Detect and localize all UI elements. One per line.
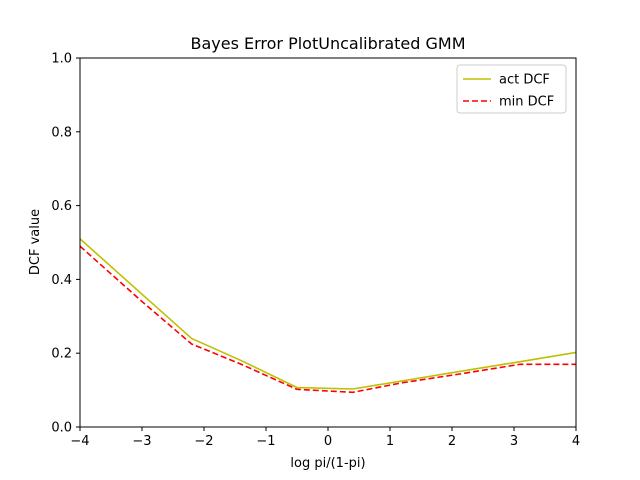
series-line-min-dcf bbox=[80, 245, 576, 394]
x-tick-label: −2 bbox=[194, 434, 213, 449]
legend-label: act DCF bbox=[499, 73, 550, 88]
chart-title: Bayes Error PlotUncalibrated GMM bbox=[190, 34, 465, 53]
x-tick-label: −1 bbox=[256, 434, 275, 449]
y-axis: 0.0 0.2 0.4 0.6 0.8 1.0 bbox=[51, 52, 80, 436]
y-tick-label: 0.6 bbox=[51, 199, 72, 214]
plot-area bbox=[79, 57, 577, 428]
x-tick-label: 4 bbox=[572, 434, 580, 449]
y-tick-label: 0.2 bbox=[51, 347, 72, 362]
y-tick-label: 0.4 bbox=[51, 273, 72, 288]
y-tick-label: 1.0 bbox=[51, 52, 72, 67]
x-tick-label: 2 bbox=[448, 434, 456, 449]
y-tick-label: 0.0 bbox=[51, 421, 72, 436]
x-axis-label: log pi/(1-pi) bbox=[290, 456, 365, 471]
x-tick-label: −3 bbox=[132, 434, 151, 449]
x-tick-label: −4 bbox=[70, 434, 89, 449]
series-line-act-dcf bbox=[80, 238, 576, 390]
x-tick-label: 0 bbox=[324, 434, 332, 449]
x-axis: −4 −3 −2 −1 0 1 2 3 4 bbox=[70, 427, 580, 449]
y-tick-label: 0.8 bbox=[51, 125, 72, 140]
series-group bbox=[80, 238, 576, 394]
x-tick-label: 3 bbox=[510, 434, 518, 449]
legend-label: min DCF bbox=[499, 95, 554, 110]
y-axis-label: DCF value bbox=[28, 209, 43, 275]
x-tick-label: 1 bbox=[386, 434, 394, 449]
legend: act DCF min DCF bbox=[456, 64, 567, 114]
